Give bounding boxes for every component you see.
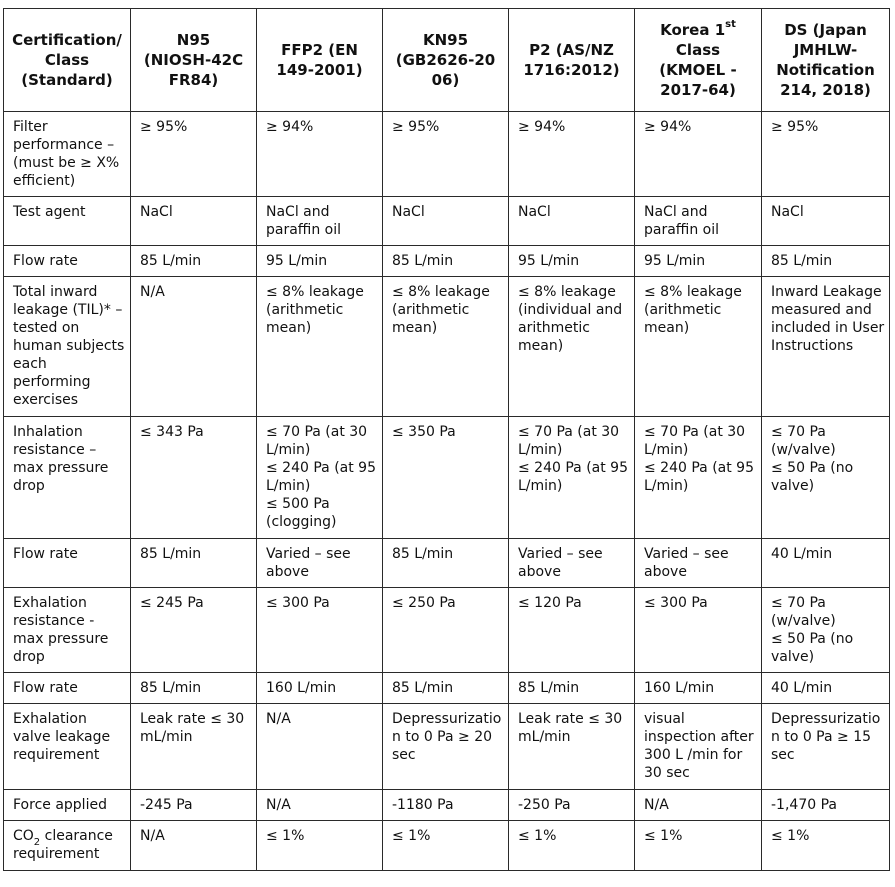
table-cell: N/A — [130, 820, 257, 871]
table-cell: N/A — [130, 276, 257, 417]
table-cell: 95 L/min — [508, 245, 635, 277]
table-row: Filter performance – (must be ≥ X% efficien… — [3, 111, 890, 197]
table-cell: ≤ 250 Pa — [382, 587, 509, 673]
table-cell: 85 L/min — [382, 538, 509, 588]
row-label-cell: CO2 clearance requirement — [3, 820, 131, 871]
table-cell: ≤ 343 Pa — [130, 416, 257, 539]
row-label-cell: Filter performance – (must be ≥ X% efficien… — [3, 111, 131, 197]
table-cell: ≤ 1% — [508, 820, 635, 871]
table-cell: Depressurizatio n to 0 Pa ≥ 20 sec — [382, 703, 509, 790]
row-label-cell: Flow rate — [3, 672, 131, 704]
table-cell: ≤ 300 Pa — [256, 587, 383, 673]
table-cell: ≥ 94% — [508, 111, 635, 197]
table-cell: ≤ 120 Pa — [508, 587, 635, 673]
table-cell: ≤ 70 Pa (at 30 L/min) ≤ 240 Pa (at 95 L/min… — [634, 416, 762, 539]
table-cell: 160 L/min — [256, 672, 383, 704]
row-label-cell: Test agent — [3, 196, 131, 246]
table-cell: NaCl and paraffin oil — [634, 196, 762, 246]
table-cell: ≥ 95% — [382, 111, 509, 197]
header-cell: P2 (AS/NZ 1716:2012) — [508, 8, 635, 112]
table-row: Force applied -245 Pa N/A -1180 Pa -250 Pa N/… — [3, 789, 890, 821]
table-cell: ≤ 70 Pa (at 30 L/min) ≤ 240 Pa (at 95 L/min… — [508, 416, 635, 539]
table-cell: visual inspection after 300 L /min for 30 s… — [634, 703, 762, 790]
table-cell: ≤ 1% — [761, 820, 890, 871]
header-cell: DS (Japan JMHLW- Notification 214, 2018) — [761, 8, 890, 112]
table-cell: ≤ 8% leakage (arithmetic mean) — [634, 276, 762, 417]
table-cell: -250 Pa — [508, 789, 635, 821]
table-row: Exhalation valve leakage requirement Leak r… — [3, 703, 890, 790]
table-cell: NaCl — [382, 196, 509, 246]
table-row: Total inward leakage (TIL)* – tested on hum… — [3, 276, 890, 417]
table-cell: NaCl — [508, 196, 635, 246]
table-cell: ≥ 95% — [761, 111, 890, 197]
row-label-cell: Inhalation resistance – max pressure drop — [3, 416, 131, 539]
row-label-cell: Flow rate — [3, 538, 131, 588]
header-cell: FFP2 (EN 149-2001) — [256, 8, 383, 112]
table-cell: Leak rate ≤ 30 mL/min — [130, 703, 257, 790]
table-cell: ≥ 94% — [256, 111, 383, 197]
table-cell: 85 L/min — [382, 672, 509, 704]
table-cell: ≤ 245 Pa — [130, 587, 257, 673]
table-cell: ≤ 350 Pa — [382, 416, 509, 539]
table-cell: ≤ 70 Pa (w/valve) ≤ 50 Pa (no valve) — [761, 416, 890, 539]
table-cell: N/A — [634, 789, 762, 821]
table-cell: N/A — [256, 703, 383, 790]
table-cell: ≥ 94% — [634, 111, 762, 197]
table-row: Flow rate 85 L/min 160 L/min 85 L/min 85 L/m… — [3, 672, 890, 704]
row-label-cell: Total inward leakage (TIL)* – tested on hum… — [3, 276, 131, 417]
table-cell: ≤ 8% leakage (arithmetic mean) — [256, 276, 383, 417]
table-cell: 85 L/min — [130, 672, 257, 704]
table-cell: 85 L/min — [130, 245, 257, 277]
table-row: Test agent NaCl NaCl and paraffin oil NaCl Na… — [3, 196, 890, 246]
table-row: CO2 clearance requirement N/A ≤ 1% ≤ 1% ≤ 1% ≤… — [3, 820, 890, 871]
table-cell: 85 L/min — [761, 245, 890, 277]
table-cell: ≥ 95% — [130, 111, 257, 197]
table-cell: 40 L/min — [761, 672, 890, 704]
table-row: Flow rate 85 L/min Varied – see above 85 L/m… — [3, 538, 890, 588]
table-cell: 85 L/min — [382, 245, 509, 277]
table-cell: -1180 Pa — [382, 789, 509, 821]
row-label-cell: Exhalation valve leakage requirement — [3, 703, 131, 790]
table-cell: Depressurizatio n to 0 Pa ≥ 15 sec — [761, 703, 890, 790]
table-cell: ≤ 8% leakage (individual and arithmetic mea… — [508, 276, 635, 417]
respirator-comparison-table: Certification/ Class (Standard) N95 (NIO… — [3, 8, 890, 871]
table-cell: Inward Leakage measured and included in Us… — [761, 276, 890, 417]
table-cell: ≤ 1% — [634, 820, 762, 871]
table-cell: -245 Pa — [130, 789, 257, 821]
table-cell: 85 L/min — [130, 538, 257, 588]
header-cell: Korea 1st Class (KMOEL - 2017-64) — [634, 8, 762, 112]
table-cell: NaCl and paraffin oil — [256, 196, 383, 246]
header-cell: Certification/ Class (Standard) — [3, 8, 131, 112]
table-cell: ≤ 1% — [382, 820, 509, 871]
header-cell: KN95 (GB2626-20 06) — [382, 8, 509, 112]
table-cell: 95 L/min — [256, 245, 383, 277]
table-cell: 85 L/min — [508, 672, 635, 704]
table-cell: Varied – see above — [256, 538, 383, 588]
table-row: Exhalation resistance - max pressure drop ≤ … — [3, 587, 890, 673]
table-cell: N/A — [256, 789, 383, 821]
table-cell: ≤ 8% leakage (arithmetic mean) — [382, 276, 509, 417]
row-label-cell: Flow rate — [3, 245, 131, 277]
table-cell: Leak rate ≤ 30 mL/min — [508, 703, 635, 790]
row-label-cell: Force applied — [3, 789, 131, 821]
table-cell: -1,470 Pa — [761, 789, 890, 821]
table-cell: 40 L/min — [761, 538, 890, 588]
table-cell: ≤ 1% — [256, 820, 383, 871]
table-cell: 95 L/min — [634, 245, 762, 277]
table-cell: Varied – see above — [634, 538, 762, 588]
table-cell: Varied – see above — [508, 538, 635, 588]
row-label-cell: Exhalation resistance - max pressure drop — [3, 587, 131, 673]
table-body: Filter performance – (must be ≥ X% efficien… — [3, 111, 890, 871]
table-cell: 160 L/min — [634, 672, 762, 704]
table-row: Flow rate 85 L/min 95 L/min 85 L/min 95 L/mi… — [3, 245, 890, 277]
header-row: Certification/ Class (Standard) N95 (NIO… — [3, 8, 890, 112]
table-cell: NaCl — [130, 196, 257, 246]
table-row: Inhalation resistance – max pressure drop ≤ … — [3, 416, 890, 539]
table-cell: ≤ 70 Pa (w/valve) ≤ 50 Pa (no valve) — [761, 587, 890, 673]
table-cell: ≤ 70 Pa (at 30 L/min) ≤ 240 Pa (at 95 L/min… — [256, 416, 383, 539]
header-cell: N95 (NIOSH-42C FR84) — [130, 8, 257, 112]
table-cell: ≤ 300 Pa — [634, 587, 762, 673]
table-cell: NaCl — [761, 196, 890, 246]
